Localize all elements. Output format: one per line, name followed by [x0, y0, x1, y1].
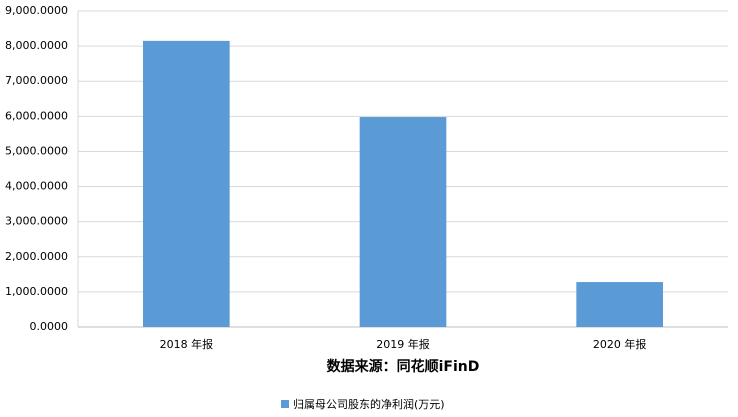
y-tick-label: 4,000.0000	[5, 180, 68, 193]
legend-swatch	[281, 400, 289, 408]
y-tick-label: 6,000.0000	[5, 109, 68, 122]
bar	[359, 117, 447, 327]
x-tick-label: 2018 年报	[160, 337, 214, 351]
legend-label: 归属母公司股东的净利润(万元)	[293, 397, 445, 411]
y-tick-label: 1,000.0000	[5, 285, 68, 298]
x-tick-label: 2020 年报	[593, 337, 647, 351]
bar	[143, 40, 230, 327]
y-tick-label: 5,000.0000	[5, 144, 68, 157]
x-tick-label: 2019 年报	[376, 337, 430, 351]
bar	[576, 282, 663, 327]
y-tick-label: 9,000.0000	[5, 4, 68, 17]
y-tick-label: 0.0000	[30, 320, 69, 333]
x-axis-title: 数据来源：同花顺iFinD	[327, 358, 480, 375]
y-tick-label: 2,000.0000	[5, 250, 68, 263]
y-tick-label: 3,000.0000	[5, 215, 68, 228]
y-tick-label: 7,000.0000	[5, 74, 68, 87]
y-tick-label: 8,000.0000	[5, 39, 68, 52]
